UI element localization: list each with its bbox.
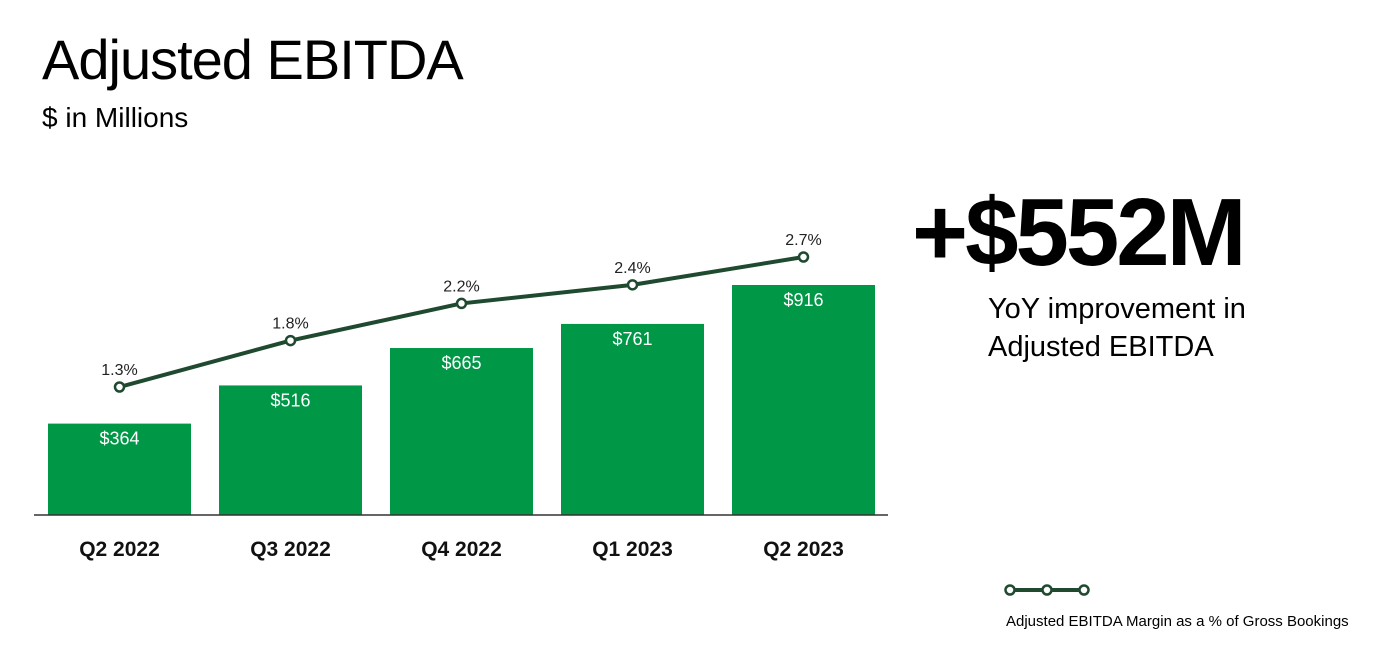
x-axis-tick-label: Q4 2022 [421, 538, 502, 561]
margin-value-label: 2.7% [785, 232, 821, 249]
bar-value-label: $516 [270, 390, 310, 410]
bar [561, 323, 704, 515]
legend-label: Adjusted EBITDA Margin as a % of Gross B… [1006, 613, 1349, 630]
bar-value-label: $665 [441, 353, 481, 373]
bar [390, 348, 533, 515]
bar-value-label: $761 [612, 329, 652, 349]
bar-value-label: $916 [783, 290, 823, 310]
ebitda-chart: $364 Q2 2022 $516 Q3 2022 $665 Q4 2022 $761 Q1 … [34, 232, 888, 561]
x-axis-tick-label: Q3 2022 [250, 538, 331, 561]
bar [48, 423, 191, 515]
margin-point [284, 334, 297, 347]
margin-value-label: 2.4% [614, 260, 650, 277]
margin-value-label: 2.2% [443, 278, 479, 295]
x-axis-tick-label: Q1 2023 [592, 538, 673, 561]
x-axis-tick-label: Q2 2022 [79, 538, 160, 561]
bar [732, 285, 875, 515]
callout-value: +$552M [912, 179, 1247, 286]
margin-point [626, 279, 639, 291]
callout-line-2: Adjusted EBITDA [988, 331, 1214, 363]
legend-line-icon [1004, 584, 1090, 596]
margin-point [455, 297, 468, 310]
page-title: Adjusted EBITDA [42, 28, 464, 91]
callout-description: YoY improvement in Adjusted EBITDA [988, 290, 1318, 366]
x-axis-tick-label: Q2 2023 [763, 538, 844, 561]
callout-line-1: YoY improvement in [988, 293, 1246, 325]
margin-value-label: 1.8% [272, 316, 308, 333]
margin-point [113, 381, 126, 393]
margin-point [797, 251, 810, 263]
margin-value-label: 1.3% [101, 362, 137, 379]
bar-value-label: $364 [99, 429, 139, 449]
page-subtitle: $ in Millions [42, 102, 189, 133]
bar [219, 385, 362, 515]
